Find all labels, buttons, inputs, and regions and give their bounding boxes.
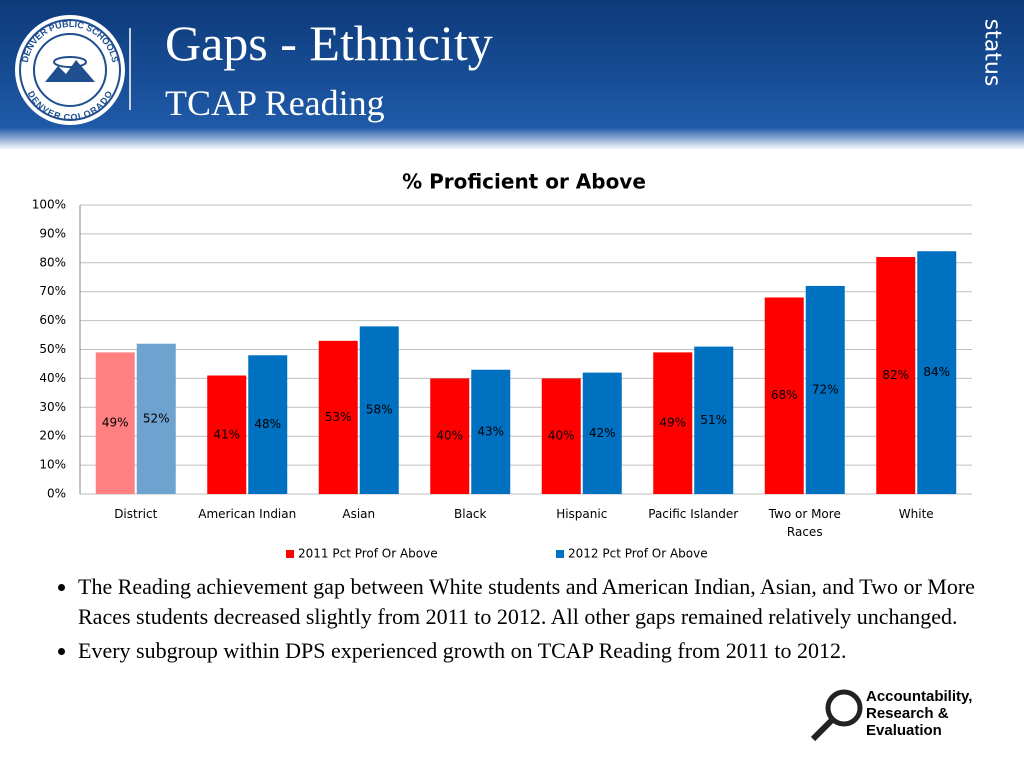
value-label: 72% (812, 382, 839, 396)
bar (917, 251, 957, 494)
x-tick-label: Pacific Islander (648, 507, 739, 521)
bullets: The Reading achievement gap between Whit… (48, 572, 1024, 670)
value-label: 58% (366, 403, 393, 417)
bar (653, 352, 693, 494)
value-label: 40% (548, 429, 575, 443)
y-tick-label: 80% (39, 255, 66, 269)
title: Gaps - Ethnicity (165, 15, 493, 71)
bar (541, 378, 581, 494)
footer-line: Evaluation (866, 722, 942, 739)
chart: % Proficient or Above 0% 10% 20% 30% 40% 50% 6… (32, 170, 972, 561)
y-tick-label: 40% (39, 371, 66, 385)
value-label: 49% (659, 416, 686, 430)
bullet: Every subgroup within DPS experienced gr… (78, 636, 1024, 666)
subtitle: TCAP Reading (165, 83, 385, 123)
y-tick-label: 10% (39, 458, 66, 472)
value-label: 41% (213, 427, 240, 441)
legend-label: 2011 Pct Prof Or Above (298, 547, 438, 561)
y-tick-label: 70% (39, 284, 66, 298)
x-tick-label: Asian (342, 507, 376, 521)
bar (95, 352, 135, 494)
y-tick-label: 0% (47, 487, 66, 501)
footer-line: Accountability, (866, 688, 973, 705)
y-tick-label: 20% (39, 429, 66, 443)
chart-title: % Proficient or Above (402, 170, 646, 194)
value-label: 51% (700, 413, 727, 427)
value-label: 48% (254, 417, 281, 431)
bar (248, 355, 288, 494)
y-tick-label: 90% (39, 226, 66, 240)
value-label: 52% (143, 411, 170, 425)
footer-logo: Accountability, Research & Evaluation (866, 688, 972, 739)
y-tick-label: 60% (39, 313, 66, 327)
header: DENVER PUBLIC SCHOOLS DENVER COLORADO Ga… (0, 0, 1024, 150)
logo: DENVER PUBLIC SCHOOLS DENVER COLORADO (15, 15, 131, 125)
bar (805, 285, 845, 494)
bullet: The Reading achievement gap between Whit… (78, 572, 1024, 632)
magnifier-icon (810, 689, 863, 742)
bar (764, 297, 804, 494)
value-label: 42% (589, 426, 616, 440)
bar (430, 378, 470, 494)
bar (136, 343, 176, 494)
bar (694, 346, 734, 494)
legend-swatch (556, 550, 564, 558)
x-tick-label: District (114, 507, 158, 521)
bar (318, 340, 358, 494)
x-tick-label: White (898, 507, 934, 521)
bar (207, 375, 247, 494)
value-label: 68% (771, 388, 798, 402)
x-tick-label: Hispanic (556, 507, 608, 521)
y-tick-label: 100% (32, 198, 66, 212)
x-tick-label: Two or More Races (768, 507, 841, 539)
y-tick-label: 50% (39, 342, 66, 356)
x-tick-label: American Indian (198, 507, 297, 521)
legend-label: 2012 Pct Prof Or Above (568, 547, 708, 561)
footer-line: Research & (866, 705, 949, 722)
bar (582, 372, 622, 494)
legend-swatch (286, 550, 294, 558)
status: status (979, 18, 1005, 87)
value-label: 82% (882, 368, 909, 382)
value-label: 43% (477, 424, 504, 438)
bar (876, 257, 916, 494)
value-label: 84% (923, 365, 950, 379)
value-label: 49% (102, 416, 129, 430)
y-tick-label: 30% (39, 400, 66, 414)
x-tick-label: Black (454, 507, 487, 521)
bar (359, 326, 399, 494)
value-label: 40% (436, 429, 463, 443)
value-label: 53% (325, 410, 352, 424)
bar (471, 369, 511, 494)
